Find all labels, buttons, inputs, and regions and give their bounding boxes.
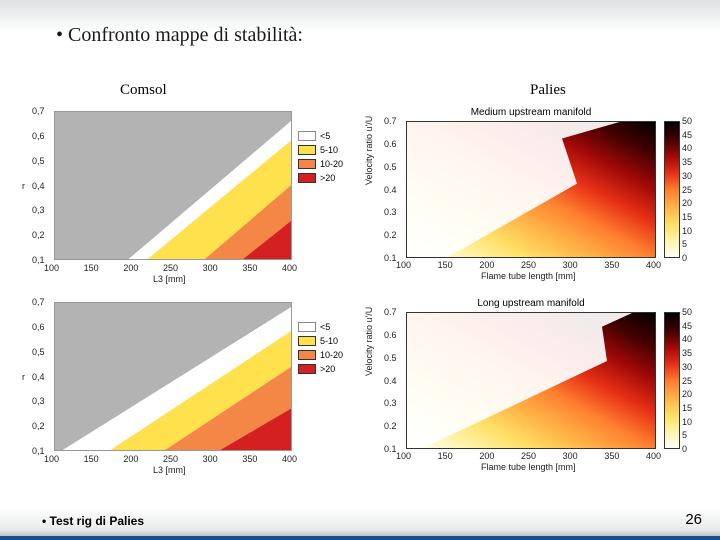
comsol-top-chart: 1001502002503003504000,10,20,30,40,50,60…: [20, 105, 358, 284]
footer-text: Test rig di Palies: [42, 514, 144, 528]
footer: Test rig di Palies 26: [0, 498, 720, 540]
page-number: 26: [685, 511, 702, 528]
comsol-bottom-chart: 1001502002503003504000,10,20,30,40,50,60…: [20, 296, 358, 475]
column-header-palies: Palies: [530, 82, 566, 99]
page-title: Confronto mappe di stabilità:: [56, 24, 303, 47]
palies-top-chart: Medium upstream manifold1001502002503003…: [362, 105, 700, 284]
chart-grid: 1001502002503003504000,10,20,30,40,50,60…: [20, 105, 700, 475]
column-header-comsol: Comsol: [120, 82, 167, 99]
footer-bar: [0, 536, 720, 540]
palies-bottom-chart: Long upstream manifold100150200250300350…: [362, 296, 700, 475]
